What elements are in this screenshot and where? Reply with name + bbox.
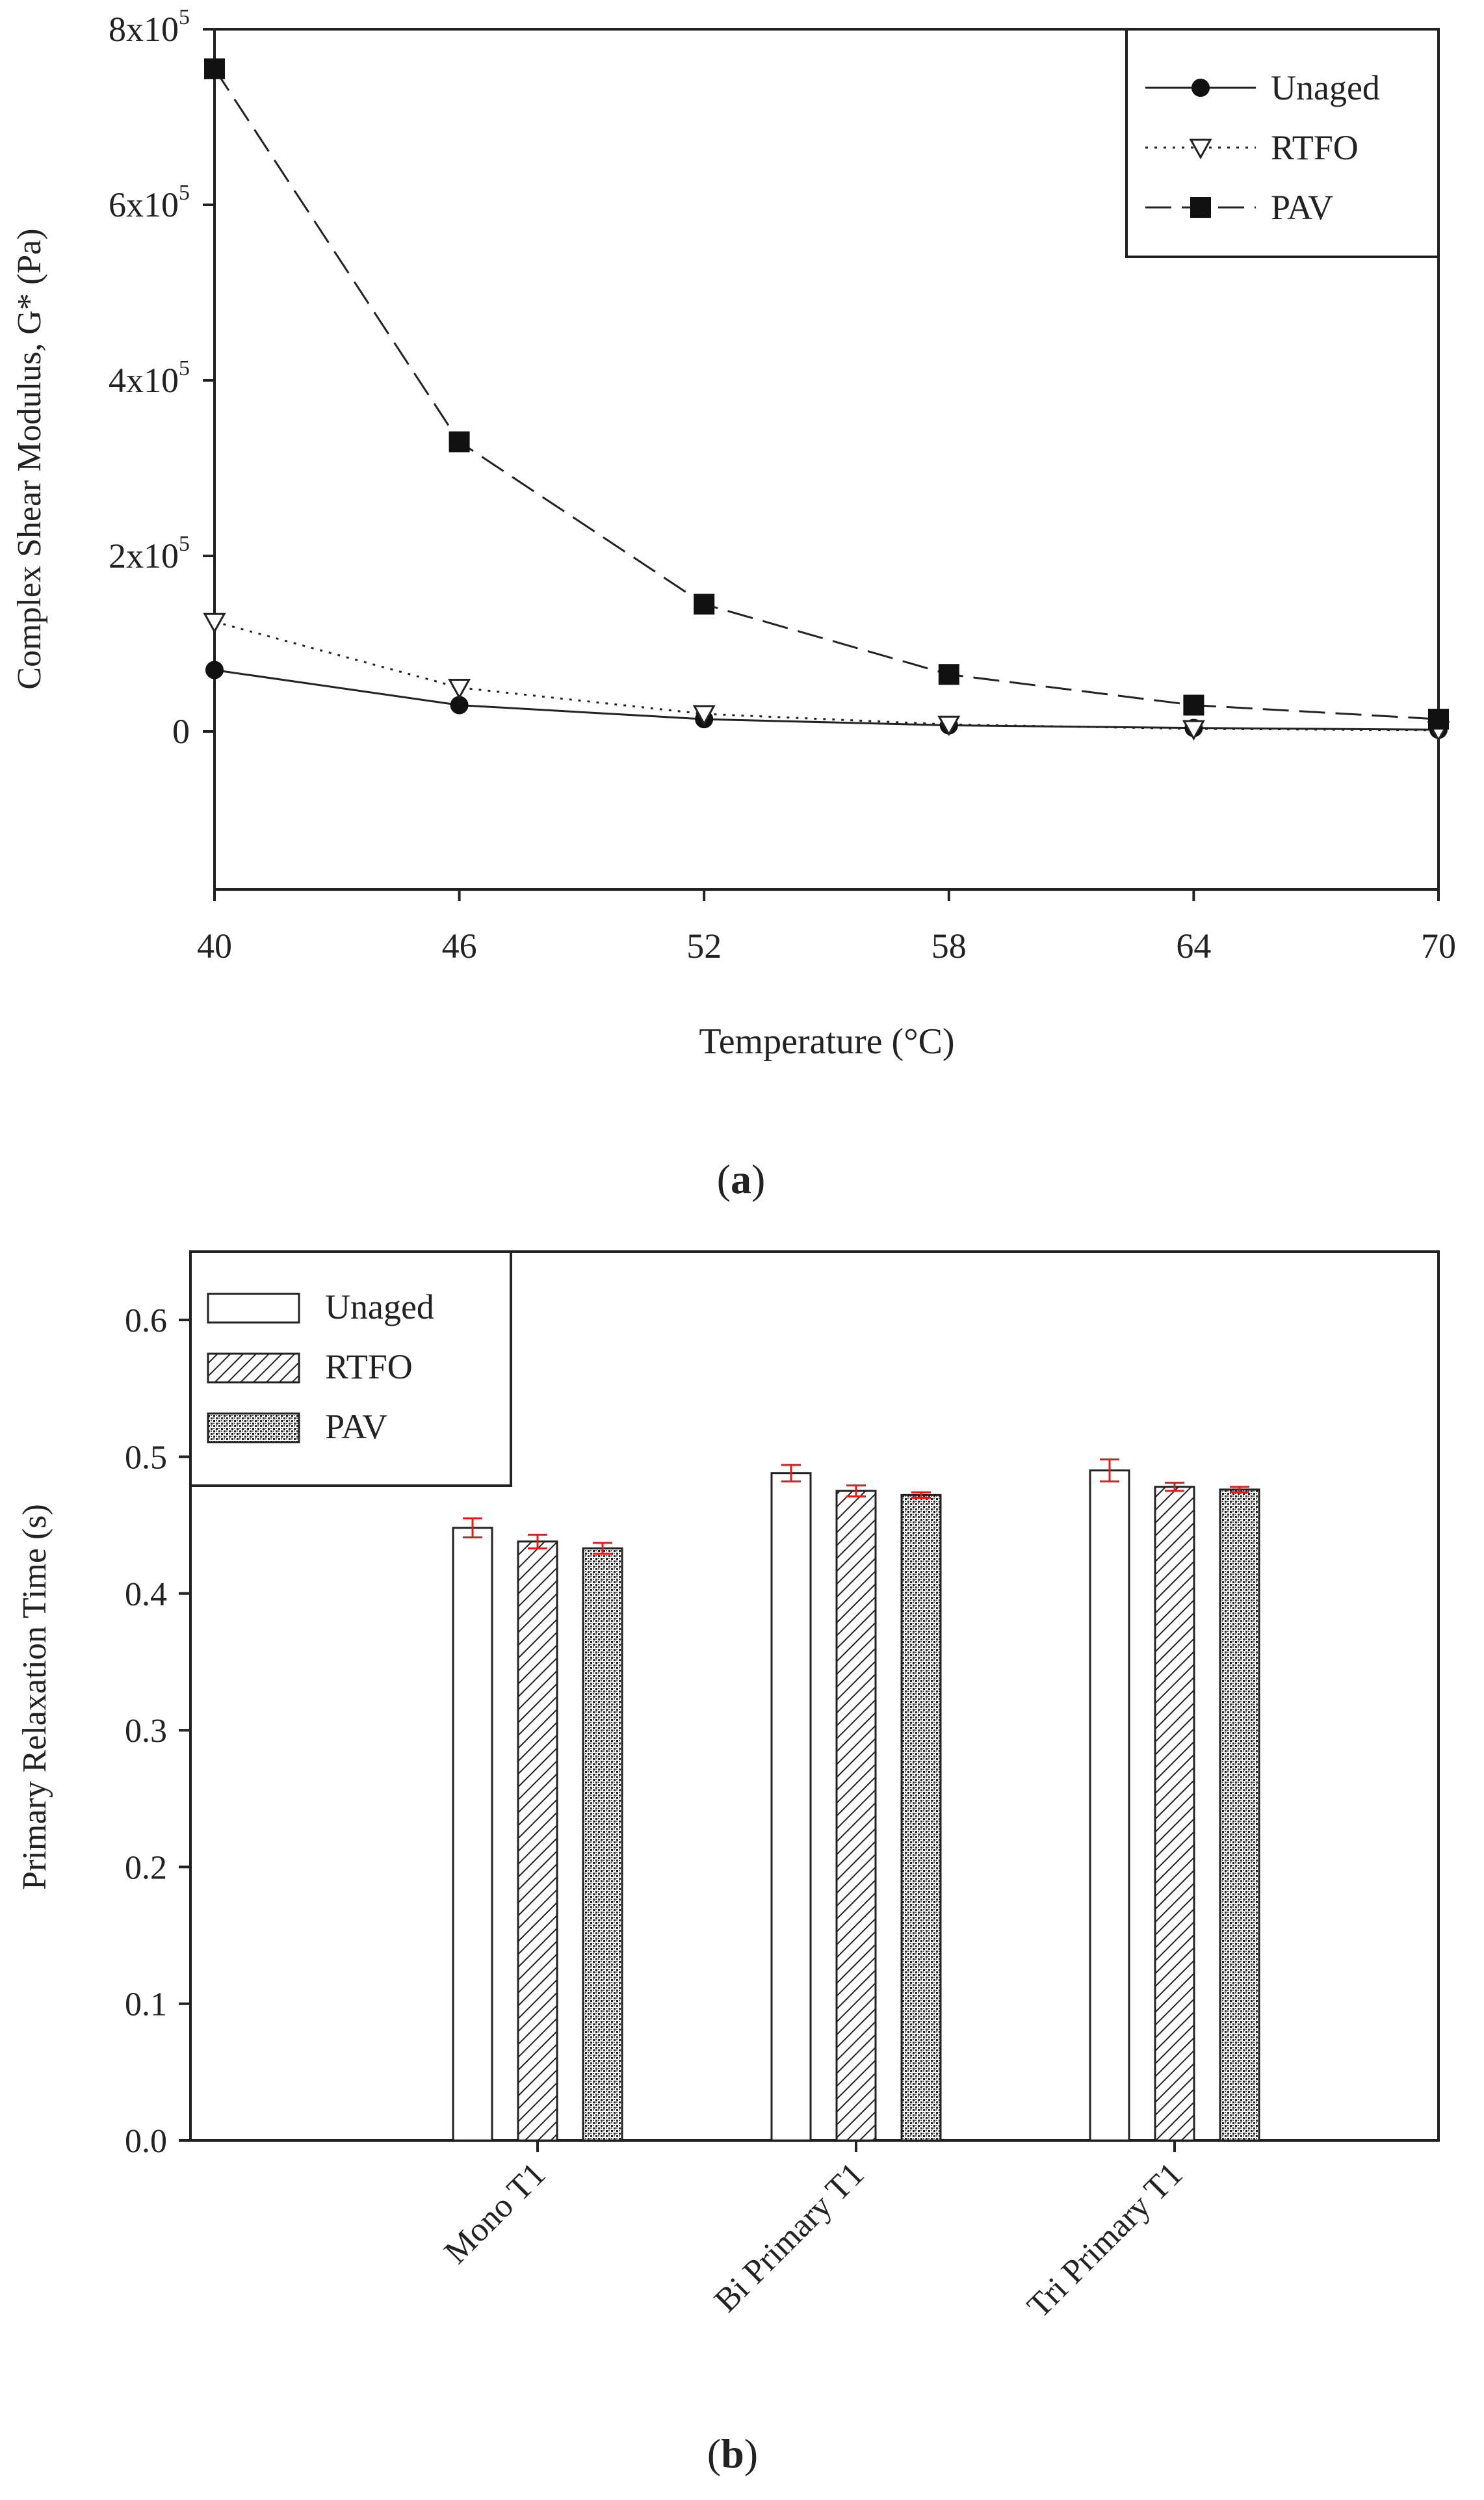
legend-label-unaged: Unaged [1271, 68, 1380, 107]
point-pav [1428, 709, 1449, 730]
chart-a-legend: Unaged RTFO PAV [1125, 28, 1440, 258]
y-tick-label: 0.0 [125, 2123, 167, 2160]
point-rtfo [692, 705, 716, 726]
x-tick-label: 46 [442, 927, 477, 966]
x-tick-label: Tri Primary T1 [1021, 2155, 1190, 2325]
point-unaged [205, 661, 224, 679]
chart-a-xlabel: Temperature (°C) [699, 1021, 954, 1062]
bar-unaged [452, 1527, 493, 2142]
chart-a-ylabel: Complex Shear Modulus, G* (Pa) [11, 228, 48, 689]
legend-marker-rtfo [1189, 138, 1212, 160]
point-pav [694, 594, 715, 615]
chart-a: 40 46 52 58 64 70 0 2x105 4x105 6x105 8x105 Unaged… [11, 5, 1456, 1202]
legend-marker-unaged [1191, 79, 1210, 97]
chart-b-ylabel: Primary Relaxation Time (s) [16, 1504, 53, 1890]
bar-group-mono-t1 [452, 1517, 623, 2142]
legend-marker-pav [1190, 197, 1211, 218]
chart-a-legend-box [1125, 28, 1440, 258]
chart-a-panel-letter: a [731, 1156, 751, 1202]
y-tick-label: 0.5 [125, 1439, 167, 1476]
x-tick-label: Mono T1 [437, 2155, 553, 2271]
y-tick-label: 0.6 [125, 1302, 167, 1339]
legend-label-pav: PAV [325, 1407, 387, 1446]
y-tick-label: 4x105 [109, 356, 190, 400]
bar-unaged [770, 1472, 812, 2142]
x-tick-label: 58 [931, 927, 967, 966]
point-pav [1183, 694, 1204, 716]
bar-pav [582, 1547, 623, 2142]
y-tick-label: 2x105 [109, 532, 190, 575]
chart-b: 0.0 0.1 0.2 0.3 0.4 0.5 0.6 Mono T1 Bi Primary T… [16, 1250, 1440, 2477]
point-pav [938, 664, 959, 685]
bar-pav [1219, 1488, 1260, 2142]
y-tick-exponent: 5 [179, 532, 190, 556]
bar-rtfo [1154, 1486, 1195, 2142]
y-tick-exponent: 5 [179, 5, 190, 29]
point-pav [204, 58, 225, 79]
y-tick-label: 6x105 [109, 181, 190, 224]
series-pav [204, 58, 1449, 730]
legend-label-unaged: Unaged [325, 1287, 434, 1326]
line-pav [213, 68, 1439, 720]
chart-b-plot-area [189, 1250, 1440, 2142]
point-rtfo [203, 612, 226, 634]
y-tick-label: 0.4 [125, 1576, 167, 1613]
y-tick-label: 0 [172, 712, 190, 751]
bar-pav [900, 1493, 942, 2142]
bar-unaged [1089, 1469, 1130, 2142]
series-unaged [205, 661, 1448, 739]
line-unaged [214, 669, 1439, 731]
x-tick-label: 70 [1421, 927, 1456, 966]
chart-b-panel-letter: b [721, 2430, 744, 2477]
point-rtfo [1182, 720, 1205, 741]
legend-swatch-unaged [207, 1293, 300, 1324]
point-rtfo [937, 715, 961, 737]
point-rtfo [448, 679, 471, 700]
y-tick-label: 0.1 [125, 1986, 167, 2023]
x-tick-label: 64 [1176, 927, 1211, 966]
series-rtfo [203, 612, 1450, 743]
legend-swatch-pav [207, 1412, 300, 1443]
bar-group-tri-primary-t1 [1089, 1458, 1260, 2142]
legend-swatch-rtfo [207, 1352, 300, 1384]
point-pav [449, 431, 470, 453]
bar-rtfo [835, 1490, 877, 2142]
y-tick-exponent: 5 [179, 356, 190, 380]
x-tick-label: Bi Primary T1 [707, 2155, 871, 2319]
chart-b-legend: Unaged RTFO PAV [189, 1250, 512, 1487]
x-tick-label: 52 [686, 927, 722, 966]
y-tick-label: 8x105 [109, 5, 190, 49]
bar-rtfo [517, 1540, 558, 2142]
y-tick-label: 0.2 [125, 1849, 167, 1886]
bar-group-bi-primary-t1 [770, 1464, 942, 2142]
chart-a-plot-area [213, 28, 1440, 891]
y-tick-label: 0.3 [125, 1713, 167, 1750]
legend-label-rtfo: RTFO [1271, 128, 1359, 167]
legend-label-pav: PAV [1271, 188, 1333, 227]
legend-label-rtfo: RTFO [325, 1347, 413, 1386]
chart-a-panel-label: (a) [717, 1156, 766, 1202]
chart-b-panel-label: (b) [707, 2430, 758, 2477]
x-tick-label: 40 [197, 927, 232, 966]
y-tick-exponent: 5 [179, 181, 190, 205]
line-rtfo [214, 620, 1439, 731]
